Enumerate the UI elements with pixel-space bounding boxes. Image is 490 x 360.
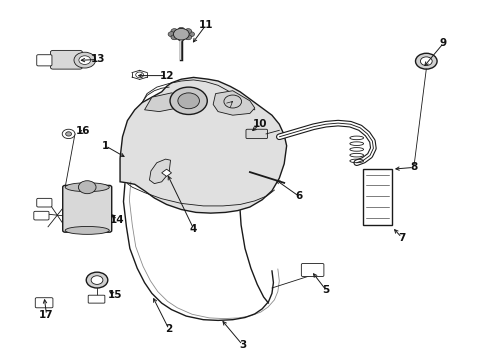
Text: 14: 14 [110, 215, 125, 225]
Ellipse shape [65, 226, 109, 234]
Circle shape [178, 36, 185, 41]
FancyBboxPatch shape [363, 169, 392, 225]
Text: 4: 4 [190, 224, 197, 234]
FancyBboxPatch shape [88, 295, 105, 303]
FancyBboxPatch shape [50, 50, 82, 69]
Text: 7: 7 [398, 233, 406, 243]
Circle shape [178, 27, 185, 32]
Circle shape [224, 95, 242, 108]
Polygon shape [145, 93, 182, 112]
Text: 12: 12 [159, 71, 174, 81]
Text: 9: 9 [440, 38, 447, 48]
Text: 8: 8 [411, 162, 417, 172]
Text: 16: 16 [76, 126, 91, 136]
Circle shape [66, 132, 72, 136]
Circle shape [178, 93, 199, 109]
Polygon shape [120, 77, 287, 213]
Circle shape [170, 87, 207, 114]
Ellipse shape [65, 183, 109, 192]
FancyBboxPatch shape [34, 211, 49, 220]
Text: 11: 11 [198, 20, 213, 30]
Circle shape [173, 28, 189, 40]
Circle shape [91, 276, 103, 284]
Text: 1: 1 [102, 141, 109, 151]
Text: 5: 5 [322, 285, 329, 295]
Text: 6: 6 [295, 191, 302, 201]
Circle shape [86, 272, 108, 288]
FancyBboxPatch shape [301, 264, 324, 276]
Text: 15: 15 [108, 290, 122, 300]
Text: 2: 2 [166, 324, 172, 334]
Circle shape [185, 29, 192, 34]
Circle shape [79, 56, 91, 64]
Circle shape [74, 52, 96, 68]
FancyBboxPatch shape [35, 298, 53, 308]
Circle shape [416, 53, 437, 69]
Circle shape [185, 35, 192, 40]
Text: 17: 17 [39, 310, 54, 320]
Circle shape [188, 32, 195, 37]
FancyBboxPatch shape [37, 198, 52, 207]
Circle shape [168, 32, 175, 37]
Polygon shape [213, 91, 255, 115]
FancyBboxPatch shape [37, 55, 52, 66]
Text: 13: 13 [91, 54, 105, 64]
FancyBboxPatch shape [246, 129, 268, 139]
Circle shape [78, 181, 96, 194]
Text: 3: 3 [239, 340, 246, 350]
Circle shape [136, 72, 144, 78]
Circle shape [420, 57, 432, 66]
FancyBboxPatch shape [63, 185, 112, 232]
Circle shape [62, 129, 75, 139]
Circle shape [171, 35, 178, 40]
Polygon shape [162, 169, 172, 176]
Polygon shape [149, 159, 171, 184]
Circle shape [171, 29, 178, 34]
Text: 10: 10 [252, 119, 267, 129]
